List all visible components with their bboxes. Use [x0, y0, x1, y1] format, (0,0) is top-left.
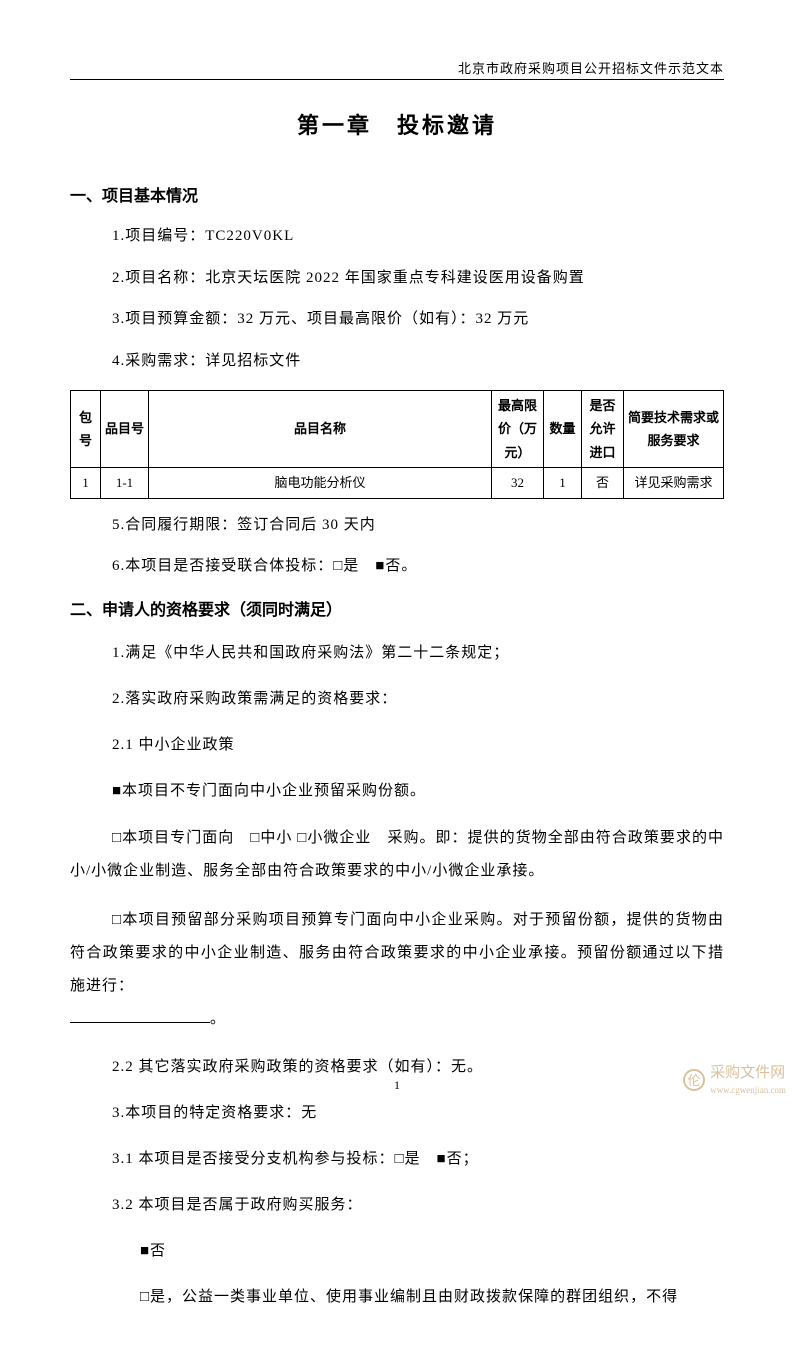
section2-item2: 2.落实政府采购政策需满足的资格要求：: [112, 684, 724, 714]
col-max-price: 最高限价（万元）: [492, 391, 544, 468]
section1-heading: 一、项目基本情况: [70, 182, 724, 206]
col-item-name: 品目名称: [149, 391, 492, 468]
section2-item2-1: 2.1 中小企业政策: [112, 730, 724, 760]
chapter-title: 第一章 投标邀请: [70, 108, 724, 140]
section2-sub-no: ■否: [140, 1236, 724, 1266]
col-package-no: 包号: [71, 391, 101, 468]
cell-item-name: 脑电功能分析仪: [149, 468, 492, 498]
section1-item6: 6.本项目是否接受联合体投标：□是 ■否。: [112, 554, 724, 580]
section1-item1: 1.项目编号：TC220V0KL: [112, 224, 724, 250]
table-row: 1 1-1 脑电功能分析仪 32 1 否 详见采购需求: [71, 468, 724, 498]
section2-item1: 1.满足《中华人民共和国政府采购法》第二十二条规定；: [112, 638, 724, 668]
section2-item3: 3.本项目的特定资格要求：无: [112, 1098, 724, 1128]
page-number: 1: [0, 1078, 794, 1093]
watermark-text: 采购文件网: [710, 1065, 785, 1081]
watermark-icon: 伦: [683, 1069, 705, 1091]
section1-item2: 2.项目名称：北京天坛医院 2022 年国家重点专科建设医用设备购置: [112, 266, 724, 292]
cell-package-no: 1: [71, 468, 101, 498]
cell-import: 否: [582, 468, 624, 498]
watermark-url: www.cgwenjian.com: [710, 1085, 786, 1095]
section2-para2-text: □本项目专门面向 □中小 □小微企业 采购。即：提供的货物全部由符合政策要求的中…: [70, 830, 724, 879]
watermark-text-block: 采购文件网 www.cgwenjian.com: [710, 1061, 786, 1098]
section1-item3: 3.项目预算金额：32 万元、项目最高限价（如有）：32 万元: [112, 307, 724, 333]
col-item-no: 品目号: [101, 391, 149, 468]
section2-item3-1: 3.1 本项目是否接受分支机构参与投标：□是 ■否；: [112, 1144, 724, 1174]
section2-sub-yes: □是，公益一类事业单位、使用事业编制且由财政拨款保障的群团组织，不得: [140, 1282, 724, 1312]
section2-para3: □本项目预留部分采购项目预算专门面向中小企业采购。对于预留份额，提供的货物由符合…: [70, 904, 724, 1036]
watermark: 伦 采购文件网 www.cgwenjian.com: [683, 1061, 786, 1098]
col-quantity: 数量: [544, 391, 582, 468]
cell-requirements: 详见采购需求: [624, 468, 724, 498]
cell-max-price: 32: [492, 468, 544, 498]
section2-item3-2: 3.2 本项目是否属于政府购买服务：: [112, 1190, 724, 1220]
section2-para3-text: □本项目预留部分采购项目预算专门面向中小企业采购。对于预留份额，提供的货物由符合…: [70, 904, 724, 1003]
header-right-text: 北京市政府采购项目公开招标文件示范文本: [70, 58, 724, 80]
col-import-allowed: 是否允许进口: [582, 391, 624, 468]
table-header-row: 包号 品目号 品目名称 最高限价（万元） 数量 是否允许进口 简要技术需求或服务…: [71, 391, 724, 468]
section1-item5: 5.合同履行期限：签订合同后 30 天内: [112, 513, 724, 539]
col-requirements: 简要技术需求或服务要求: [624, 391, 724, 468]
section2-bullet1: ■本项目不专门面向中小企业预留采购份额。: [112, 776, 724, 806]
section1-item4: 4.采购需求：详见招标文件: [112, 349, 724, 375]
section2-para2: □本项目专门面向 □中小 □小微企业 采购。即：提供的货物全部由符合政策要求的中…: [70, 822, 724, 888]
cell-item-no: 1-1: [101, 468, 149, 498]
procurement-table: 包号 品目号 品目名称 最高限价（万元） 数量 是否允许进口 简要技术需求或服务…: [70, 390, 724, 499]
section2-heading: 二、申请人的资格要求（须同时满足）: [70, 596, 724, 620]
blank-underline: [70, 1008, 210, 1023]
cell-quantity: 1: [544, 468, 582, 498]
